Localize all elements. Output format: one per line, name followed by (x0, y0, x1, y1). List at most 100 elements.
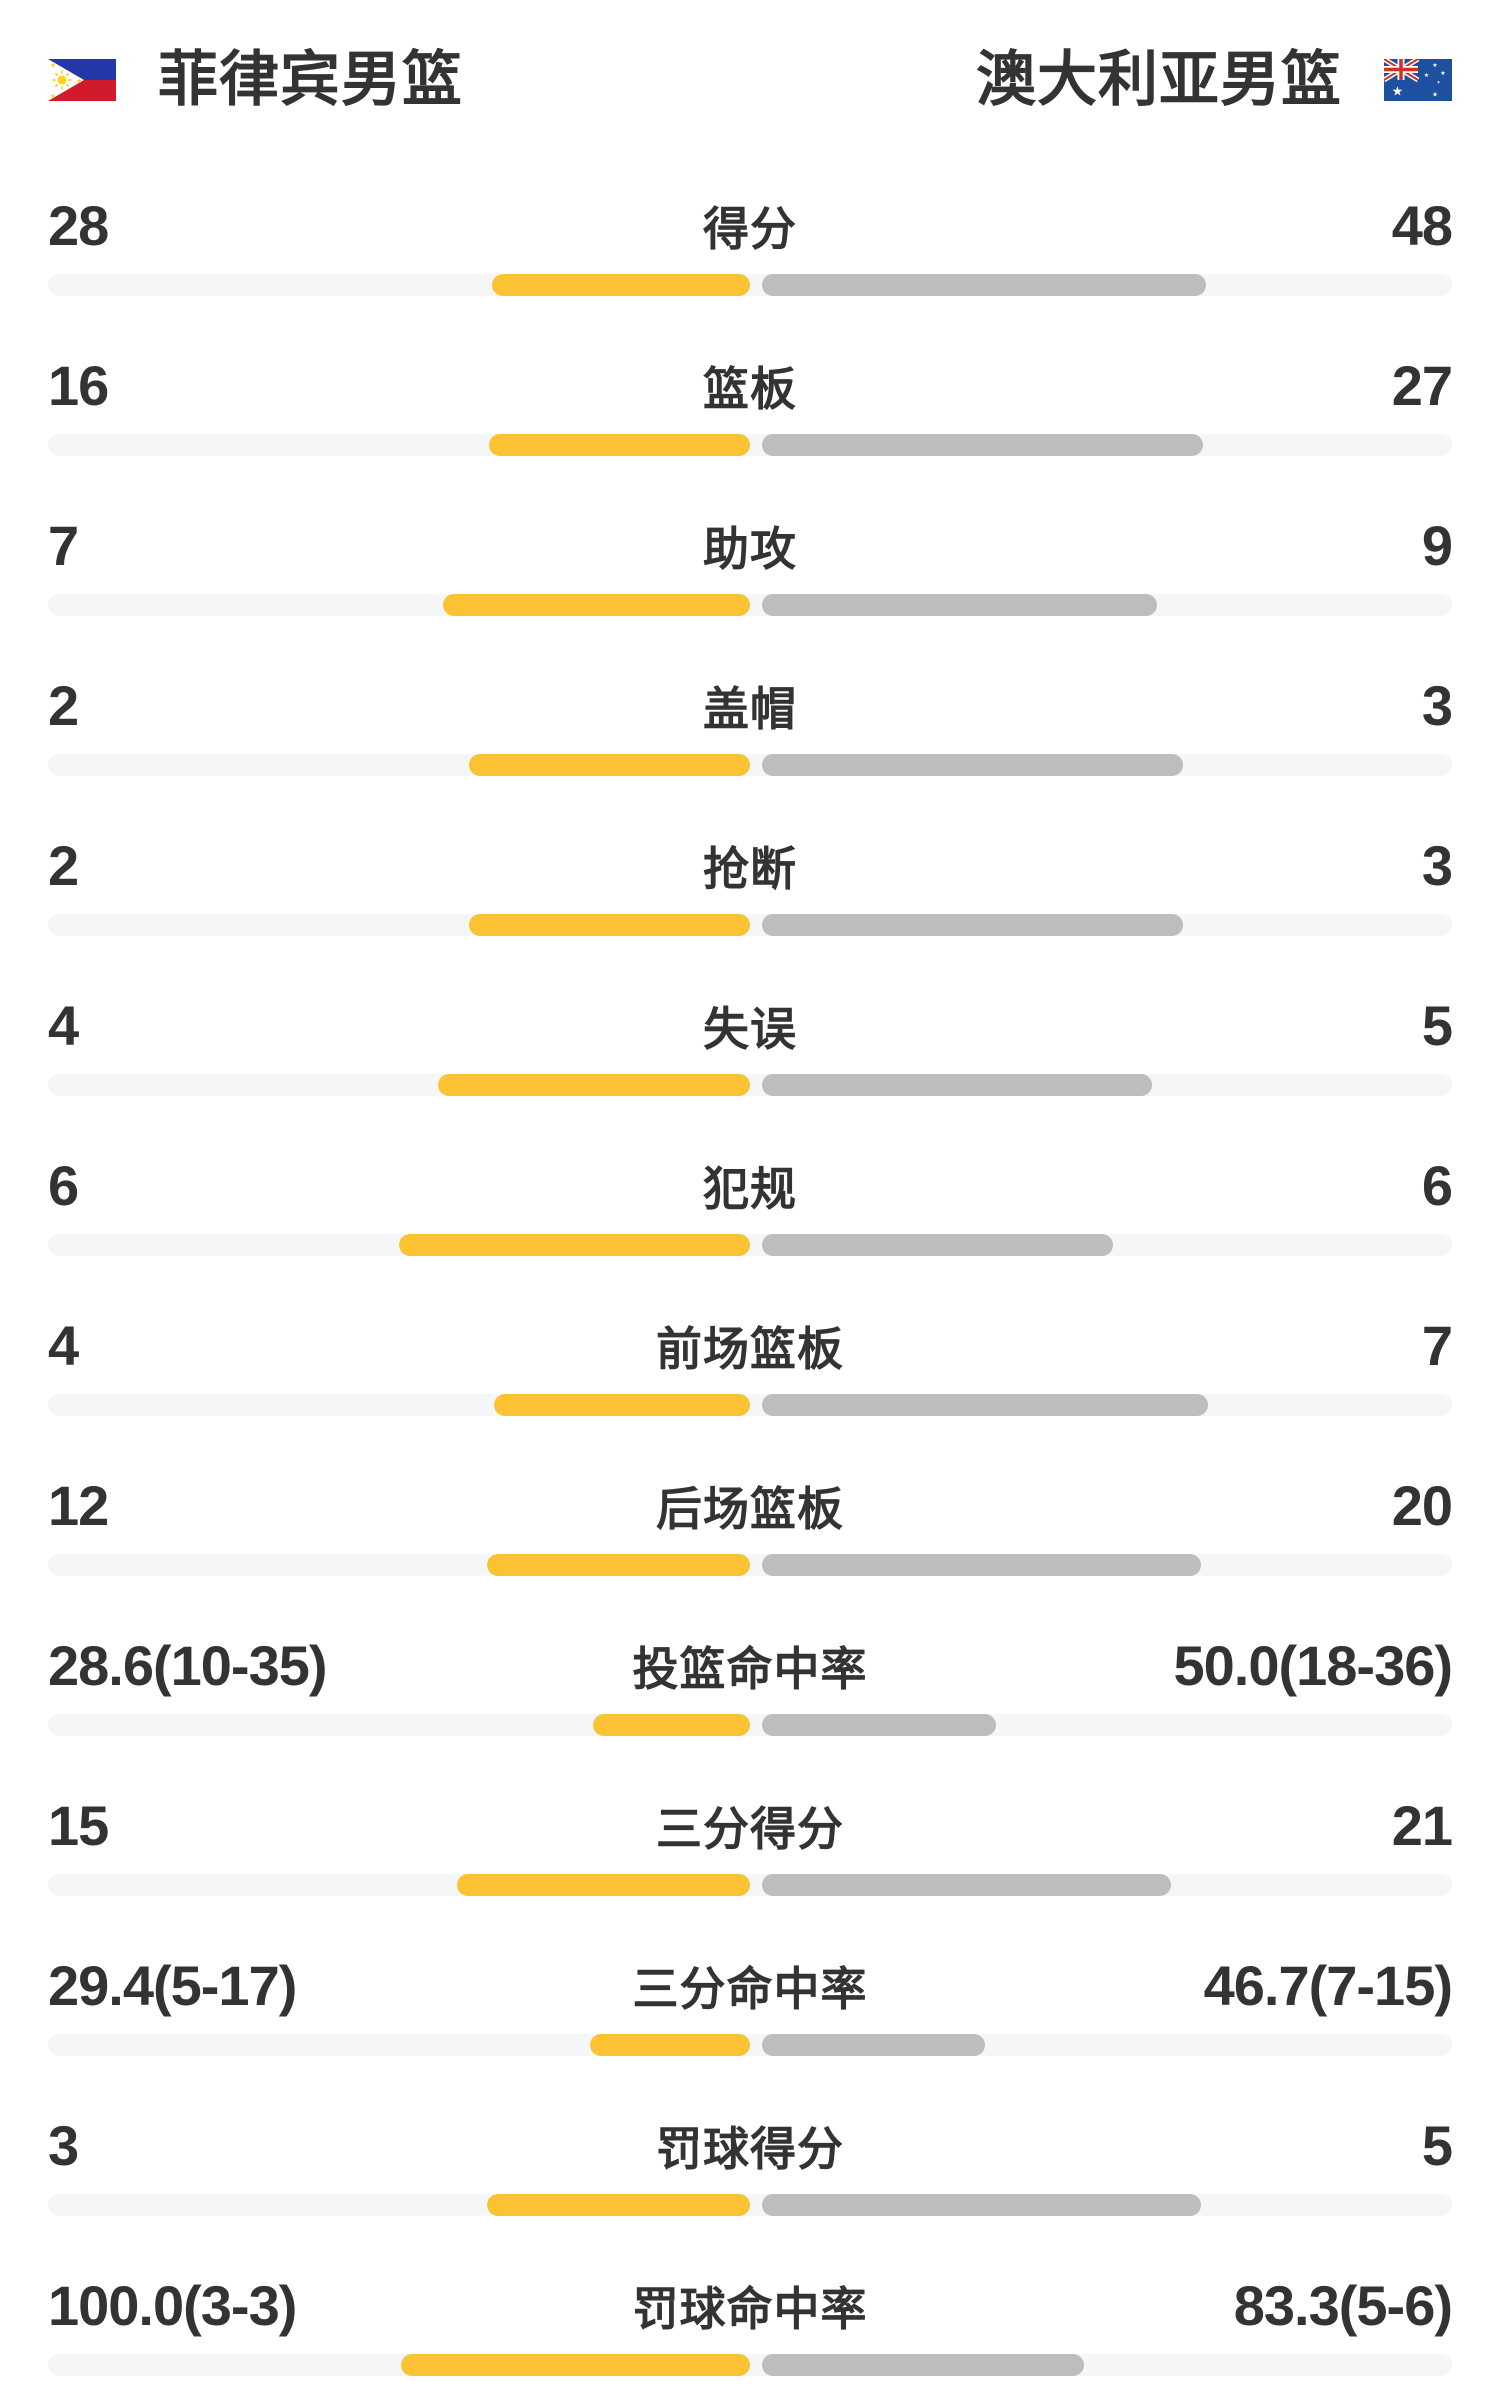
team-right-name: 澳大利亚男篮 (976, 46, 1342, 113)
stat-bar-left (399, 1234, 750, 1256)
svg-text:★: ★ (1432, 91, 1438, 99)
track-left-half (48, 1394, 750, 1416)
stat-value-left: 7 (48, 514, 79, 577)
stat-value-right: 48 (1391, 194, 1453, 257)
stat-bar-right (762, 2354, 1085, 2376)
stat-label: 后场篮板 (656, 1483, 844, 1535)
stat-bar-right (762, 1234, 1113, 1256)
stat-bar-track (48, 2034, 1452, 2056)
stat-value-left: 15 (48, 1794, 109, 1857)
stat-bar-left (469, 914, 750, 936)
track-left-half (48, 1554, 750, 1576)
stat-value-right: 27 (1391, 354, 1453, 417)
stat-bar-left (488, 434, 750, 456)
stat-bar-left (491, 274, 750, 296)
track-right-half (750, 1554, 1452, 1576)
stat-label: 失误 (703, 1003, 797, 1055)
track-right-half (750, 1394, 1452, 1416)
stat-bar-track (48, 2354, 1452, 2376)
track-left-half (48, 754, 750, 776)
track-right-half (750, 1074, 1452, 1096)
stat-row: 2 盖帽 3 (0, 626, 1500, 786)
svg-text:★: ★ (1424, 72, 1429, 79)
stat-bar-track (48, 914, 1452, 936)
stat-row: 15 三分得分 21 (0, 1746, 1500, 1906)
stat-bar-track (48, 1074, 1452, 1096)
track-left-half (48, 1874, 750, 1896)
stat-values-line: 100.0(3-3) 罚球命中率 83.3(5-6) (48, 2274, 1453, 2337)
stat-values-line: 12 后场篮板 20 (48, 1476, 1453, 1536)
australia-flag-icon: ★ ★ ★ ★ ★ ★ (1384, 59, 1452, 101)
stat-row: 3 罚球得分 5 (0, 2066, 1500, 2226)
stat-row: 4 前场篮板 7 (0, 1266, 1500, 1426)
stat-bar-right (762, 594, 1157, 616)
team-right: 澳大利亚男篮 ★ ★ ★ ★ ★ ★ (976, 50, 1452, 110)
stat-values-line: 16 篮板 27 (48, 354, 1453, 417)
stat-label: 犯规 (703, 1163, 797, 1215)
stat-label: 投篮命中率 (632, 1643, 868, 1695)
stat-row: 28.6(10-35) 投篮命中率 50.0(18-36) (0, 1586, 1500, 1746)
svg-text:★: ★ (1392, 85, 1404, 100)
track-left-half (48, 2194, 750, 2216)
track-left-half (48, 434, 750, 456)
stat-value-right: 21 (1391, 1794, 1453, 1857)
stat-value-right: 3 (1421, 834, 1453, 897)
stat-row: 7 助攻 9 (0, 466, 1500, 626)
stat-label: 罚球命中率 (632, 2283, 868, 2335)
svg-text:★: ★ (1432, 62, 1437, 69)
stat-label: 篮板 (703, 363, 797, 415)
stat-row: 12 后场篮板 20 (0, 1426, 1500, 1586)
stat-value-right: 9 (1421, 514, 1453, 577)
stat-values-line: 2 抢断 3 (48, 834, 1453, 897)
stat-bar-right (762, 1074, 1153, 1096)
stat-values-line: 2 盖帽 3 (48, 674, 1453, 737)
stat-bar-left (457, 1874, 750, 1896)
stat-values-line: 6 犯规 6 (48, 1156, 1453, 1216)
track-right-half (750, 2034, 1452, 2056)
stat-bar-track (48, 754, 1452, 776)
stat-bar-track (48, 434, 1452, 456)
stat-value-left: 100.0(3-3) (48, 2274, 297, 2337)
stat-bar-left (486, 2194, 750, 2216)
track-left-half (48, 1714, 750, 1736)
track-left-half (48, 1074, 750, 1096)
track-right-half (750, 2354, 1452, 2376)
track-right-half (750, 594, 1452, 616)
stat-label: 罚球得分 (656, 2123, 844, 2175)
stat-bar-right (762, 2194, 1201, 2216)
stat-values-line: 28.6(10-35) 投篮命中率 50.0(18-36) (48, 1636, 1453, 1696)
stat-value-right: 5 (1421, 994, 1453, 1057)
track-right-half (750, 434, 1452, 456)
stat-bar-track (48, 594, 1452, 616)
stat-values-line: 29.4(5-17) 三分命中率 46.7(7-15) (48, 1954, 1453, 2017)
stat-bar-track (48, 1874, 1452, 1896)
stat-row: 2 抢断 3 (0, 786, 1500, 946)
stat-value-right: 5 (1421, 2114, 1453, 2177)
stat-bar-right (762, 2034, 986, 2056)
team-left: ★ ★ ★ 菲律宾男篮 (48, 50, 463, 110)
header: ★ ★ ★ 菲律宾男篮 澳大利亚男篮 ★ ★ ★ ★ ★ ★ (0, 0, 1500, 110)
track-right-half (750, 1234, 1452, 1256)
stat-bar-left (589, 2034, 750, 2056)
svg-text:★: ★ (76, 77, 82, 85)
stat-values-line: 15 三分得分 21 (48, 1794, 1453, 1857)
stat-bar-track (48, 1714, 1452, 1736)
stat-value-right: 83.3(5-6) (1233, 2274, 1453, 2337)
track-right-half (750, 2194, 1452, 2216)
stat-value-right: 3 (1421, 674, 1453, 737)
stat-row: 6 犯规 6 (0, 1106, 1500, 1266)
stat-value-left: 2 (48, 834, 79, 897)
stat-row: 29.4(5-17) 三分命中率 46.7(7-15) (0, 1906, 1500, 2066)
stats-list: 28 得分 48 16 篮板 27 (0, 146, 1500, 2386)
stat-bar-right (762, 1874, 1172, 1896)
stat-bar-right (762, 1714, 996, 1736)
stat-row: 28 得分 48 (0, 146, 1500, 306)
stat-bar-track (48, 1554, 1452, 1576)
stat-bar-track (48, 2194, 1452, 2216)
stat-value-left: 29.4(5-17) (48, 1954, 297, 2017)
stat-value-right: 46.7(7-15) (1203, 1954, 1453, 2017)
stat-values-line: 4 前场篮板 7 (48, 1316, 1453, 1376)
team-left-name: 菲律宾男篮 (158, 46, 463, 113)
stat-label: 助攻 (703, 523, 797, 575)
stat-value-left: 16 (48, 354, 109, 417)
